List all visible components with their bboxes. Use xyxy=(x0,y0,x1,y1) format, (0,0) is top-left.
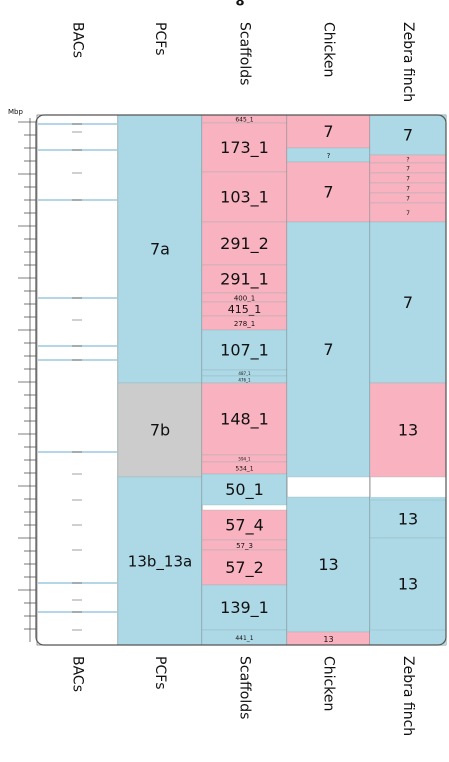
block-label: 7 xyxy=(323,122,333,141)
block-label: ? xyxy=(406,157,409,164)
block xyxy=(117,382,203,478)
header-top: Scaffolds xyxy=(237,22,253,85)
block-label: 7b xyxy=(150,421,170,440)
block-label: 7 xyxy=(406,166,410,173)
header-top: Chicken xyxy=(321,22,337,77)
block-label: 278_1 xyxy=(234,320,255,328)
block-label: 139_1 xyxy=(220,598,269,618)
block-label: 13 xyxy=(318,555,338,574)
block-label: 487_1 xyxy=(238,371,251,376)
cut-title: 8 xyxy=(235,0,244,10)
block-label: 173_1 xyxy=(220,138,269,158)
block xyxy=(201,221,288,266)
block-label: 7 xyxy=(406,186,410,193)
header-top: PCFs xyxy=(152,22,168,56)
block-label: 13 xyxy=(398,421,418,440)
block-label: 7a xyxy=(150,240,170,259)
block-label: 7 xyxy=(403,293,413,312)
block-label: 476_1 xyxy=(238,378,251,383)
block xyxy=(201,473,288,506)
block-label: 13 xyxy=(398,510,418,529)
block-label: 400_1 xyxy=(234,295,255,303)
header-bottom: Zebra finch xyxy=(400,656,416,736)
axis-label: Mbp xyxy=(8,108,23,116)
block-label: 13 xyxy=(398,575,418,594)
block xyxy=(201,122,288,173)
block-label: 57_4 xyxy=(225,516,264,536)
block xyxy=(117,114,203,384)
block-label: 57_3 xyxy=(236,542,253,550)
block xyxy=(369,382,447,478)
header-bottom: Scaffolds xyxy=(237,656,253,719)
block xyxy=(201,171,288,223)
block-label: 50_1 xyxy=(225,480,264,500)
header-bottom: PCFs xyxy=(152,656,168,690)
block-label: ? xyxy=(327,152,331,160)
block xyxy=(201,264,288,294)
block-label: 107_1 xyxy=(220,341,269,361)
block-label: 7 xyxy=(406,210,410,217)
block xyxy=(286,496,371,633)
block-label: 103_1 xyxy=(220,188,269,208)
header-top: BACs xyxy=(70,22,86,58)
block xyxy=(117,476,203,646)
block-label: 7 xyxy=(403,126,413,145)
block xyxy=(201,329,288,371)
header-top: Zebra finch xyxy=(400,22,416,102)
block xyxy=(370,630,446,645)
block xyxy=(286,161,371,223)
block-label: 148_1 xyxy=(220,410,269,430)
block-label: 645_1 xyxy=(235,117,253,124)
block-label: 415_1 xyxy=(228,303,262,316)
block xyxy=(201,549,288,586)
block xyxy=(201,584,288,631)
header-bottom: Chicken xyxy=(321,656,337,711)
block-label: 7 xyxy=(323,183,333,202)
block xyxy=(286,221,371,478)
block-label: 13 xyxy=(323,635,333,644)
block xyxy=(369,499,447,539)
block-label: 291_1 xyxy=(220,270,269,290)
header-bottom: BACs xyxy=(70,656,86,692)
block xyxy=(370,497,446,500)
block xyxy=(369,221,447,384)
block-label: 594_1 xyxy=(238,457,251,462)
block-label: 7 xyxy=(406,196,410,203)
block-label: 7 xyxy=(406,176,410,183)
block-label: 534_1 xyxy=(235,466,253,473)
frame xyxy=(35,114,447,646)
block-label: 13b_13a xyxy=(128,553,192,572)
block-label: 7 xyxy=(323,340,333,359)
block-label: 441_1 xyxy=(235,635,253,642)
block-label: 291_2 xyxy=(220,234,269,254)
block xyxy=(369,537,447,631)
block-label: 57_2 xyxy=(225,558,264,578)
column-bg xyxy=(36,114,119,646)
block xyxy=(201,509,288,541)
